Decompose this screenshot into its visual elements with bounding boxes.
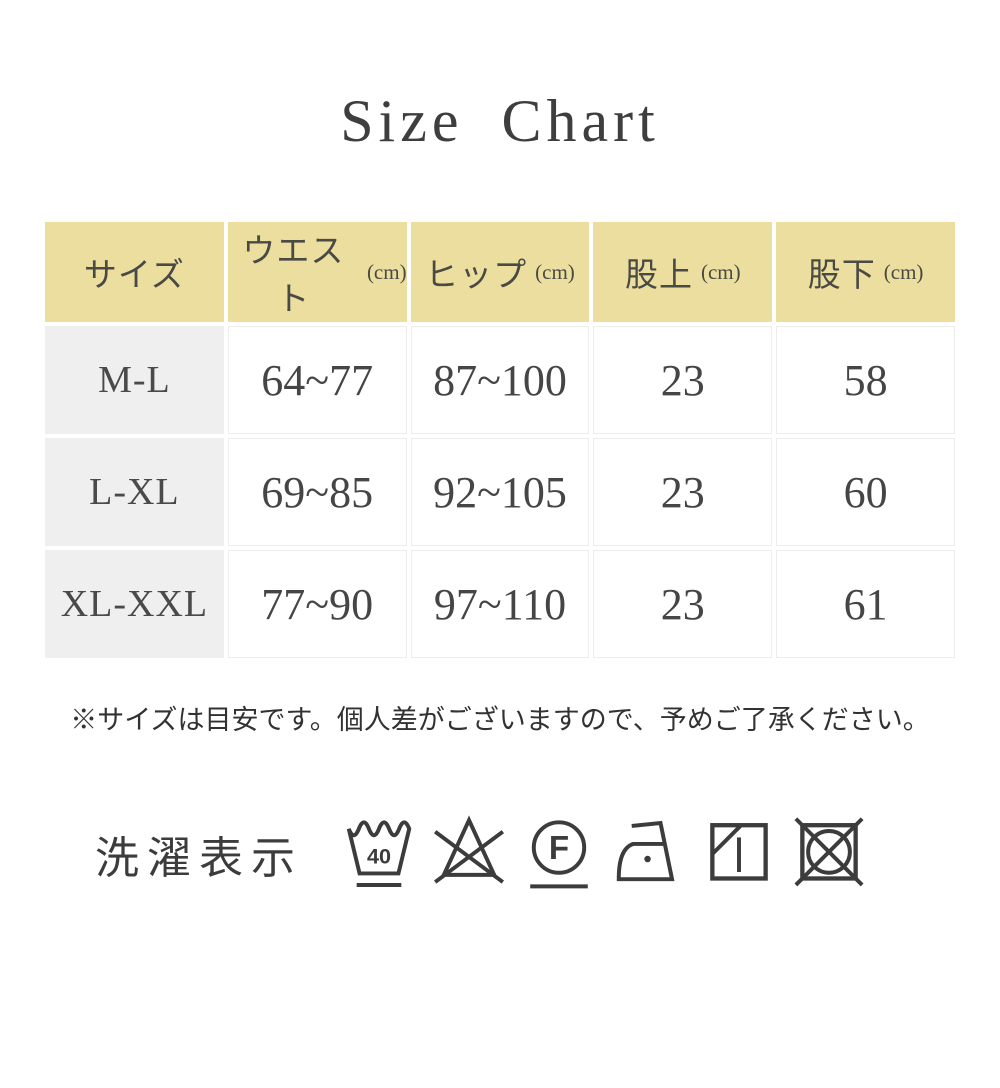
- row-inseam-value: 60: [776, 438, 955, 546]
- header-waist: ウエスト (cm): [227, 222, 407, 322]
- row-hip-value: 92~105: [410, 438, 590, 546]
- care-instructions-row: 洗濯表示 40 F: [95, 814, 1000, 894]
- row-rise-value: 23: [593, 550, 773, 658]
- machine-wash-40-icon: 40: [346, 820, 412, 887]
- page-title: Size Chart: [340, 88, 660, 154]
- do-not-tumble-dry-icon: [794, 817, 864, 887]
- header-rise-label: 股上: [624, 258, 693, 294]
- row-hip-value: 87~100: [410, 326, 590, 434]
- header-waist-label: ウエスト: [242, 234, 345, 318]
- size-table: サイズ ウエスト (cm) ヒップ (cm) 股上 (cm) 股下 (cm) M…: [45, 222, 955, 658]
- header-inseam-unit: (cm): [883, 259, 924, 284]
- header-rise-unit: (cm): [700, 259, 741, 284]
- care-label: 洗濯表示: [95, 833, 303, 883]
- row-size-label: XL-XXL: [45, 550, 224, 658]
- header-hip: ヒップ (cm): [410, 222, 590, 322]
- do-not-bleach-icon: [433, 815, 505, 884]
- row-inseam-value: 61: [776, 550, 955, 658]
- row-waist-value: 77~90: [227, 550, 407, 658]
- header-hip-label: ヒップ: [425, 258, 528, 294]
- row-waist-value: 69~85: [227, 438, 407, 546]
- header-rise: 股上 (cm): [593, 222, 773, 322]
- size-chart-page: Size Chart サイズ ウエスト (cm) ヒップ (cm) 股上 (cm…: [0, 88, 1000, 894]
- row-waist-value: 64~77: [227, 326, 407, 434]
- size-disclaimer-note: ※サイズは目安です。個人差がございますので、予めご了承ください。: [70, 705, 930, 735]
- header-inseam-label: 股下: [807, 258, 876, 294]
- header-size: サイズ: [45, 222, 224, 322]
- line-dry-in-shade-icon: [710, 822, 768, 881]
- header-waist-unit: (cm): [366, 259, 407, 284]
- row-inseam-value: 58: [776, 326, 955, 434]
- row-size-label: L-XL: [45, 438, 224, 546]
- row-rise-value: 23: [593, 438, 773, 546]
- iron-low-heat-icon: [616, 820, 675, 881]
- wash-temp-label: 40: [367, 843, 391, 868]
- row-rise-value: 23: [593, 326, 773, 434]
- header-hip-unit: (cm): [535, 259, 575, 284]
- dry-clean-letter: F: [549, 830, 569, 867]
- header-inseam: 股下 (cm): [776, 222, 955, 322]
- care-icons: 40 F: [343, 814, 865, 894]
- dry-clean-f-icon: F: [530, 820, 588, 889]
- row-hip-value: 97~110: [410, 550, 590, 658]
- row-size-label: M-L: [45, 326, 224, 434]
- header-size-label: サイズ: [83, 258, 185, 294]
